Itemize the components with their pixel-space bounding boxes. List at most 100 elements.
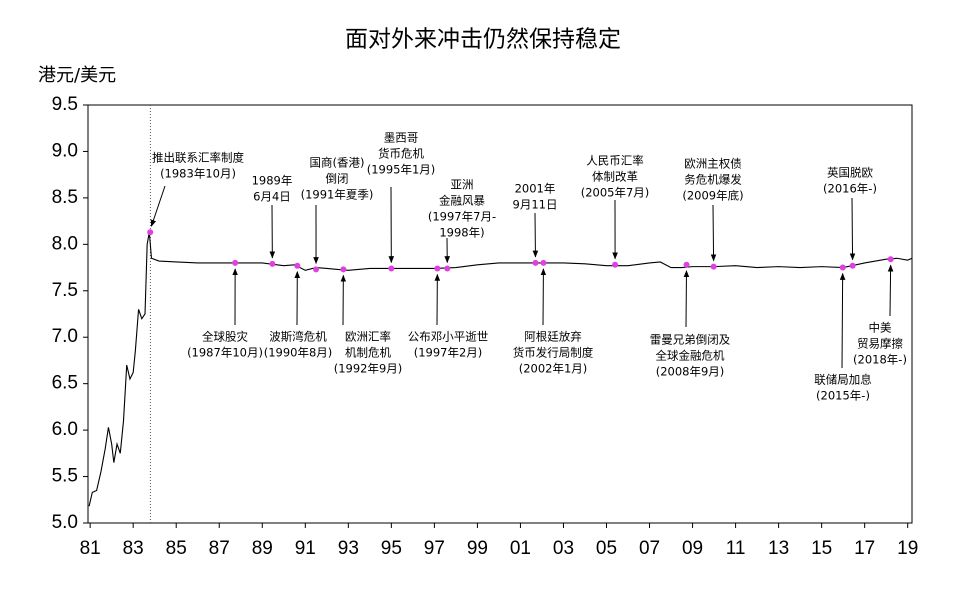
event-arrow bbox=[849, 197, 856, 261]
y-tick-label: 9.5 bbox=[52, 94, 78, 115]
y-axis-label: 港元/美元 bbox=[38, 65, 116, 86]
event-label: 推出联系汇率制度 bbox=[152, 151, 244, 165]
y-tick-label: 5.5 bbox=[52, 466, 78, 487]
y-tick-label: 5.0 bbox=[52, 512, 78, 533]
event-label: 体制改革 bbox=[592, 170, 638, 184]
event-label: 务危机爆发 bbox=[684, 173, 742, 187]
x-tick-label: 19 bbox=[897, 538, 918, 559]
x-tick-label: 07 bbox=[639, 538, 660, 559]
chart-title: 面对外来冲击仍然保持稳定 bbox=[345, 27, 621, 53]
data-line bbox=[88, 232, 913, 507]
y-tick-label: 6.0 bbox=[52, 419, 78, 440]
event-marker bbox=[313, 266, 320, 273]
event-label: (1991年夏季) bbox=[301, 188, 374, 202]
event-label: 英国脱欧 bbox=[827, 166, 873, 180]
x-tick-label: 93 bbox=[338, 538, 359, 559]
x-tick-label: 01 bbox=[510, 538, 531, 559]
event-label: (1995年1月) bbox=[367, 163, 436, 177]
event-marker bbox=[532, 259, 539, 266]
event-label: 联储局加息 bbox=[814, 373, 872, 387]
x-tick-label: 97 bbox=[424, 538, 445, 559]
event-label: (1990年8月) bbox=[264, 346, 333, 360]
event-label: 倒闭 bbox=[326, 172, 349, 186]
event-label: 波斯湾危机 bbox=[269, 330, 327, 344]
event-arrow bbox=[839, 272, 846, 369]
x-tick-label: 03 bbox=[553, 538, 574, 559]
event-label: (1997年7月- bbox=[428, 210, 496, 224]
x-tick-label: 83 bbox=[123, 538, 144, 559]
event-marker bbox=[540, 259, 547, 266]
event-marker bbox=[269, 260, 276, 267]
event-marker bbox=[887, 256, 894, 263]
x-tick-label: 17 bbox=[854, 538, 875, 559]
event-label: (2009年底) bbox=[682, 189, 743, 203]
event-label: 亚洲 bbox=[451, 178, 474, 192]
event-label: 欧洲汇率 bbox=[345, 330, 391, 344]
event-label: 机制危机 bbox=[345, 346, 391, 360]
x-tick-label: 89 bbox=[252, 538, 273, 559]
y-tick-label: 8.5 bbox=[52, 187, 78, 208]
x-tick-label: 11 bbox=[726, 538, 746, 559]
event-marker bbox=[294, 262, 301, 269]
event-label: 1989年 bbox=[252, 174, 293, 188]
y-tick-label: 8.0 bbox=[52, 233, 78, 254]
event-label: (2015年-) bbox=[816, 389, 870, 403]
event-marker bbox=[340, 266, 347, 273]
event-marker bbox=[434, 265, 441, 272]
x-tick-label: 85 bbox=[166, 538, 187, 559]
event-label: 货币发行局制度 bbox=[513, 346, 594, 360]
x-tick-label: 95 bbox=[381, 538, 402, 559]
x-tick-label: 15 bbox=[811, 538, 832, 559]
event-marker bbox=[444, 265, 451, 272]
event-label: (2008年9月) bbox=[656, 365, 725, 379]
event-marker bbox=[849, 262, 856, 269]
event-marker bbox=[612, 261, 619, 268]
event-label: 欧洲主权债 bbox=[684, 157, 742, 171]
x-tick-label: 05 bbox=[596, 538, 617, 559]
event-arrow bbox=[710, 204, 717, 262]
event-label: 人民币汇率 bbox=[586, 154, 644, 168]
event-label: (1997年2月) bbox=[414, 346, 483, 360]
event-marker bbox=[710, 263, 717, 270]
event-label: (1987年10月) bbox=[187, 346, 263, 360]
event-label: 1998年) bbox=[439, 226, 484, 240]
event-marker bbox=[388, 265, 395, 272]
event-label: 全球股灾 bbox=[202, 330, 248, 344]
event-label: (1983年10月) bbox=[160, 167, 236, 181]
x-tick-label: 13 bbox=[768, 538, 789, 559]
x-tick-label: 91 bbox=[295, 538, 316, 559]
y-tick-label: 7.0 bbox=[52, 326, 78, 347]
event-marker bbox=[232, 259, 239, 266]
event-label: (1992年9月) bbox=[334, 362, 403, 376]
plot-frame bbox=[87, 104, 913, 524]
event-label: 公布邓小平逝世 bbox=[408, 330, 489, 344]
y-tick-label: 6.5 bbox=[52, 373, 78, 394]
event-label: (2005年7月) bbox=[581, 186, 650, 200]
event-arrow bbox=[150, 185, 166, 227]
event-label: 雷曼兄弟倒闭及 bbox=[650, 333, 731, 347]
event-label: 贸易摩擦 bbox=[857, 337, 903, 351]
y-tick-label: 7.5 bbox=[52, 280, 78, 301]
event-label: 9月11日 bbox=[513, 198, 558, 212]
event-label: 货币危机 bbox=[378, 147, 424, 161]
event-label: 金融风暴 bbox=[439, 194, 485, 208]
x-tick-label: 81 bbox=[80, 538, 101, 559]
event-label: (2018年-) bbox=[853, 353, 907, 367]
event-marker bbox=[147, 229, 154, 236]
event-label: 墨西哥 bbox=[384, 131, 419, 145]
event-label: 2001年 bbox=[515, 182, 556, 196]
event-label: (2016年-) bbox=[823, 182, 877, 196]
event-label: 中美 bbox=[869, 321, 892, 335]
x-tick-label: 09 bbox=[682, 538, 703, 559]
event-label: (2002年1月) bbox=[519, 362, 588, 376]
y-tick-label: 9.0 bbox=[52, 140, 78, 161]
event-marker bbox=[839, 264, 846, 271]
event-label: 国商(香港) bbox=[310, 156, 365, 170]
event-label: 6月4日 bbox=[253, 190, 291, 204]
x-tick-label: 99 bbox=[467, 538, 488, 559]
event-arrow bbox=[887, 264, 894, 317]
event-label: 全球金融危机 bbox=[656, 349, 725, 363]
event-marker bbox=[683, 261, 690, 268]
event-label: 阿根廷放弃 bbox=[524, 330, 582, 344]
